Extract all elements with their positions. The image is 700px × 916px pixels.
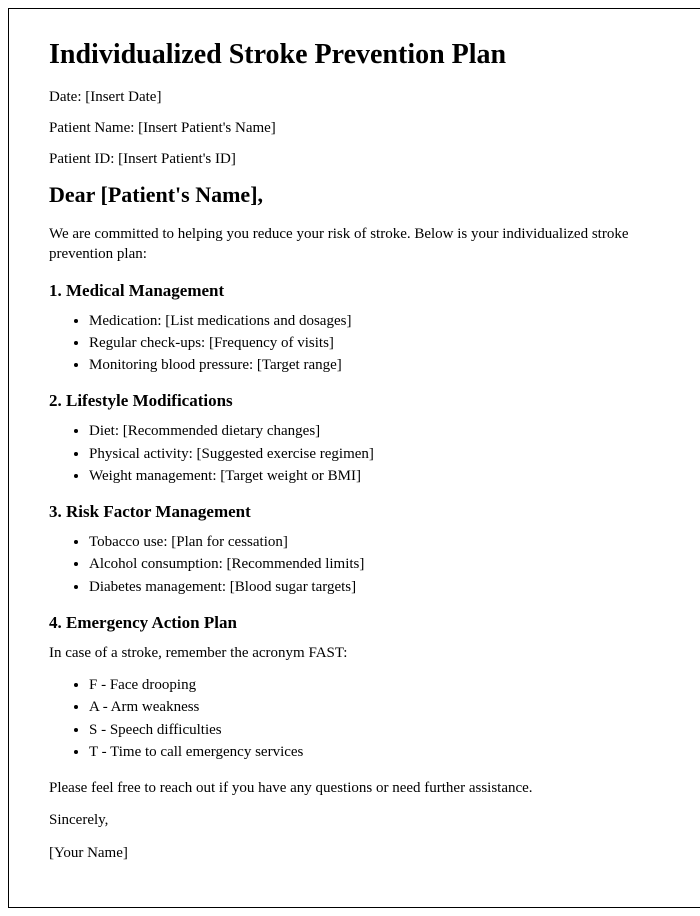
list-item: T - Time to call emergency services: [89, 742, 667, 762]
document-page: Individualized Stroke Prevention Plan Da…: [8, 8, 700, 908]
list-item: Diabetes management: [Blood sugar target…: [89, 577, 667, 597]
emergency-intro: In case of a stroke, remember the acrony…: [49, 643, 667, 663]
list-item: Tobacco use: [Plan for cessation]: [89, 532, 667, 552]
list-item: Medication: [List medications and dosage…: [89, 311, 667, 331]
intro-paragraph: We are committed to helping you reduce y…: [49, 224, 667, 265]
section-heading-risk: 3. Risk Factor Management: [49, 502, 667, 522]
section-list-medical: Medication: [List medications and dosage…: [49, 311, 667, 376]
closing-sincerely: Sincerely,: [49, 810, 667, 830]
list-item: S - Speech difficulties: [89, 720, 667, 740]
list-item: Monitoring blood pressure: [Target range…: [89, 355, 667, 375]
list-item: Alcohol consumption: [Recommended limits…: [89, 554, 667, 574]
section-list-emergency: F - Face drooping A - Arm weakness S - S…: [49, 675, 667, 762]
list-item: F - Face drooping: [89, 675, 667, 695]
meta-date: Date: [Insert Date]: [49, 89, 667, 106]
section-list-risk: Tobacco use: [Plan for cessation] Alcoho…: [49, 532, 667, 597]
list-item: Weight management: [Target weight or BMI…: [89, 466, 667, 486]
salutation-heading: Dear [Patient's Name],: [49, 182, 667, 208]
list-item: Physical activity: [Suggested exercise r…: [89, 444, 667, 464]
closing-signature: [Your Name]: [49, 843, 667, 863]
section-heading-medical: 1. Medical Management: [49, 281, 667, 301]
list-item: A - Arm weakness: [89, 697, 667, 717]
page-title: Individualized Stroke Prevention Plan: [49, 39, 667, 71]
meta-patient-name: Patient Name: [Insert Patient's Name]: [49, 120, 667, 137]
list-item: Diet: [Recommended dietary changes]: [89, 421, 667, 441]
list-item: Regular check-ups: [Frequency of visits]: [89, 333, 667, 353]
section-heading-lifestyle: 2. Lifestyle Modifications: [49, 391, 667, 411]
section-heading-emergency: 4. Emergency Action Plan: [49, 613, 667, 633]
closing-paragraph: Please feel free to reach out if you hav…: [49, 778, 667, 798]
section-list-lifestyle: Diet: [Recommended dietary changes] Phys…: [49, 421, 667, 486]
meta-patient-id: Patient ID: [Insert Patient's ID]: [49, 151, 667, 168]
